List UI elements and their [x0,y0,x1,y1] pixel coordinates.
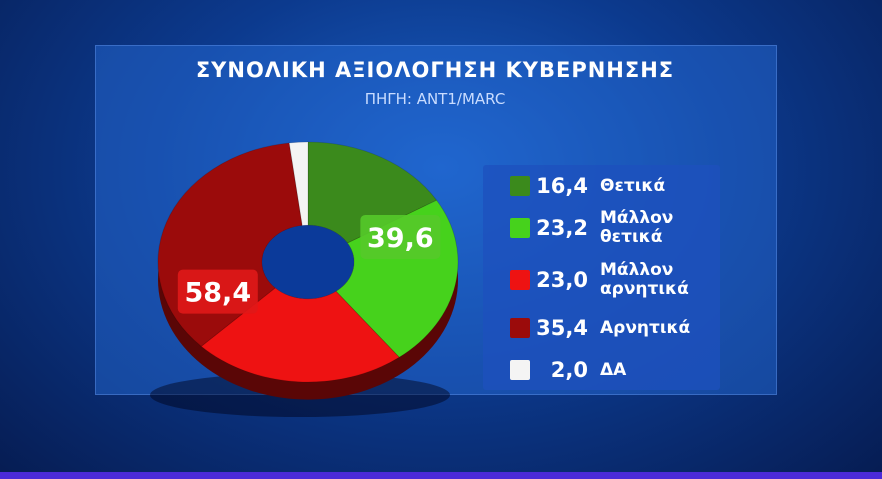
legend-value: 35,4 [536,316,588,340]
legend-value: 23,2 [536,216,588,240]
chart-subtitle: ΠΗΓΗ: ANT1/MARC [364,90,506,108]
donut-hole [262,225,354,299]
floor-bar [0,472,882,479]
legend-label: Μάλλον θετικά [600,208,674,247]
legend-entry: 35,4 Αρνητικά [483,313,720,343]
legend-value: 16,4 [536,174,588,198]
total-box [360,214,441,259]
legend-swatch [510,270,530,290]
legend-label: Αρνητικά [600,317,691,338]
legend-swatch [510,176,530,196]
legend-entry: 16,4 Θετικά [483,171,720,201]
totals: 39,6 58,4 [177,214,441,314]
legend-label: ΔΑ [600,359,627,380]
chart-title: ΣΥΝΟΛΙΚΗ ΑΞΙΟΛΟΓΗΣΗ ΚΥΒΕΡΝΗΣΗΣ [195,58,675,82]
legend-entry: 23,0 Μάλλον αρνητικά [483,261,720,299]
legend-entry: 2,0 ΔΑ [483,355,720,385]
legend-swatch [510,360,530,380]
legend-value: 23,0 [536,268,588,292]
legend-swatch [510,318,530,338]
legend: 16,4 Θετικά 23,2 Μάλλον θετικά 23,0 Μάλλον αρ… [483,165,720,390]
legend-entry: 23,2 Μάλλον θετικά [483,209,720,247]
legend-label: Μάλλον αρνητικά [600,260,689,299]
total-box [177,269,258,314]
total-label: 39,6 [367,223,434,254]
legend-swatch [510,218,530,238]
total-label: 58,4 [184,278,251,309]
legend-value: 2,0 [550,358,588,382]
legend-label: Θετικά [600,175,666,196]
